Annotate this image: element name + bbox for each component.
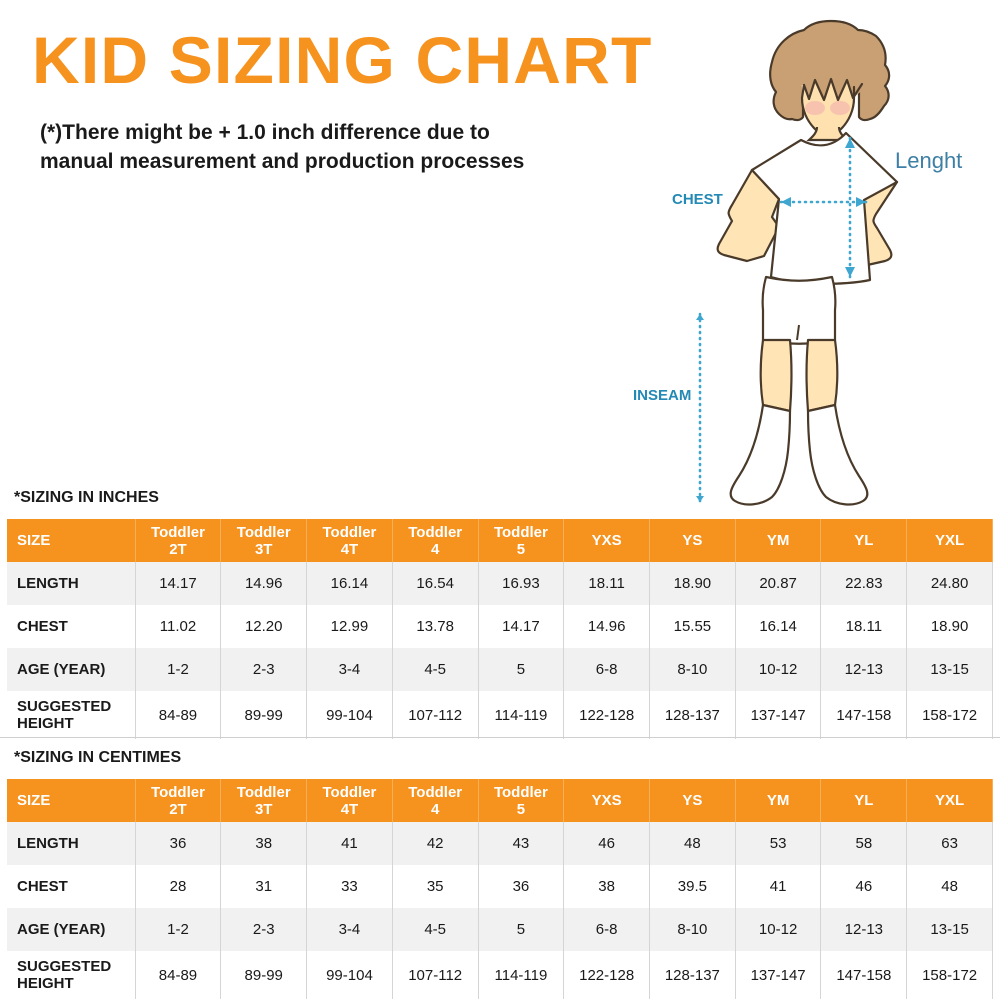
svg-text:INSEAM: INSEAM [633,387,691,404]
svg-text:Lenght: Lenght [895,148,962,173]
svg-text:CHEST: CHEST [672,191,723,208]
